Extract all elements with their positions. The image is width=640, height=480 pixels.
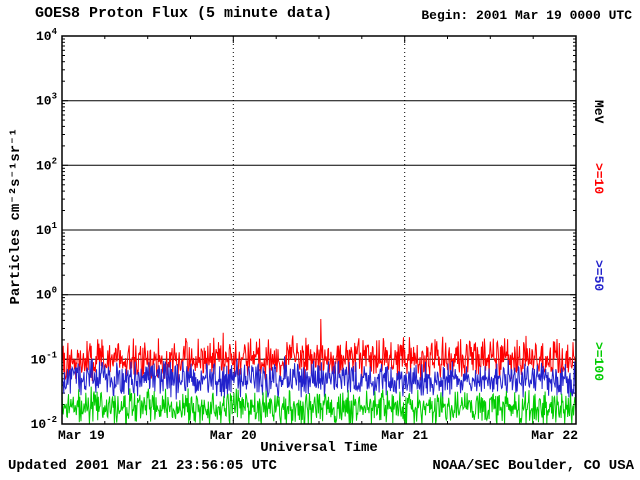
- series-ge10-line: [61, 318, 577, 384]
- plot-frame: [61, 35, 577, 425]
- y-tick-label: 101: [36, 221, 58, 238]
- series-ge100-line: [61, 386, 577, 425]
- series-label-ge10: >=10: [591, 163, 606, 195]
- right-axis-unit-label: MeV: [591, 100, 606, 124]
- x-tick-label: Mar 21: [381, 428, 428, 443]
- y-tick-label: 10-2: [31, 415, 57, 432]
- series-label-ge100: >=100: [591, 342, 606, 382]
- updated-timestamp: Updated 2001 Mar 21 23:56:05 UTC: [8, 458, 277, 474]
- chart-title: GOES8 Proton Flux (5 minute data): [35, 5, 333, 22]
- x-tick-label: Mar 22: [531, 428, 578, 443]
- source-org-label: NOAA/SEC Boulder, CO USA: [432, 458, 634, 474]
- x-tick-label: Mar 20: [210, 428, 257, 443]
- y-tick-label: 100: [36, 286, 57, 303]
- y-tick-label: 10-1: [31, 350, 58, 367]
- x-tick-label: Mar 19: [58, 428, 105, 443]
- begin-timestamp: Begin: 2001 Mar 19 0000 UTC: [421, 8, 632, 23]
- y-tick-label: 103: [36, 92, 57, 109]
- y-tick-label: 104: [36, 27, 58, 44]
- x-axis-label: Universal Time: [260, 440, 378, 456]
- y-tick-label: 102: [36, 156, 57, 173]
- series-ge50-line: [61, 356, 577, 400]
- series-label-ge50: >=50: [591, 260, 606, 292]
